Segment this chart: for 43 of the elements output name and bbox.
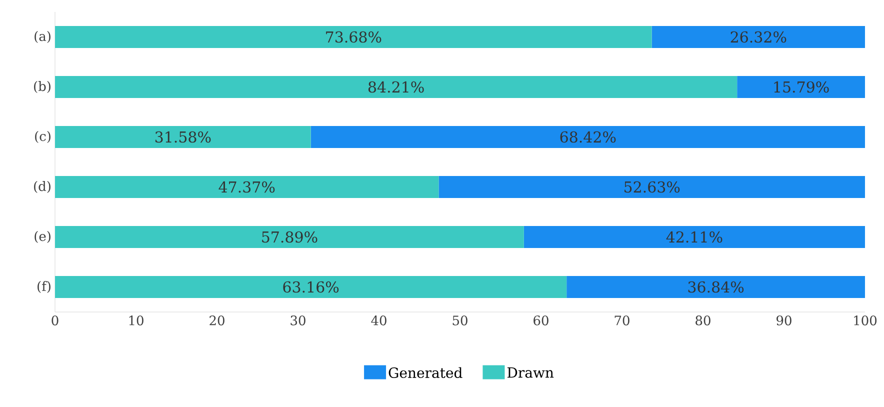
bar — [438, 176, 865, 198]
bar — [524, 226, 865, 248]
legend-label: Drawn — [507, 367, 554, 378]
bar — [566, 276, 865, 298]
bar — [55, 126, 311, 148]
bar — [55, 76, 738, 98]
y-tick-label: (b) — [34, 81, 50, 93]
data-label: 42.11% — [666, 231, 722, 243]
x-tick-label: 70 — [614, 316, 630, 326]
data-label: 47.37% — [218, 181, 275, 193]
x-tick-label: 60 — [534, 316, 548, 326]
y-tick-label: (f) — [38, 281, 50, 293]
data-label: 57.89% — [262, 231, 318, 243]
x-tick-label: 40 — [371, 316, 386, 326]
x-tick-label: 50 — [452, 316, 468, 326]
data-label: 36.84% — [688, 281, 744, 293]
data-label: 52.63% — [624, 181, 680, 193]
legend-label: Generated — [388, 367, 462, 378]
bar — [55, 226, 524, 248]
data-label: 31.58% — [155, 131, 211, 143]
bar — [652, 26, 865, 48]
x-tick-label: 80 — [696, 316, 710, 326]
x-tick-label: 10 — [129, 316, 144, 326]
bar — [55, 276, 567, 298]
data-label: 15.79% — [774, 81, 829, 93]
bar — [55, 176, 439, 198]
y-tick-label: (d) — [34, 181, 50, 193]
y-tick-label: (a) — [34, 31, 50, 43]
bar — [310, 126, 865, 148]
x-tick-label: 20 — [210, 316, 224, 326]
x-tick-label: 0 — [52, 316, 58, 326]
bar — [737, 76, 865, 98]
data-label: 26.32% — [730, 31, 786, 43]
y-tick-label: (c) — [35, 131, 50, 143]
data-label: 84.21% — [368, 81, 424, 93]
x-tick-label: 100 — [854, 316, 877, 326]
bar — [55, 26, 652, 48]
data-label: 68.42% — [560, 131, 616, 143]
data-label: 63.16% — [283, 281, 339, 293]
x-tick-label: 30 — [290, 316, 306, 326]
x-tick-label: 90 — [776, 316, 792, 326]
y-tick-label: (e) — [34, 231, 50, 243]
data-label: 73.68% — [326, 31, 382, 43]
